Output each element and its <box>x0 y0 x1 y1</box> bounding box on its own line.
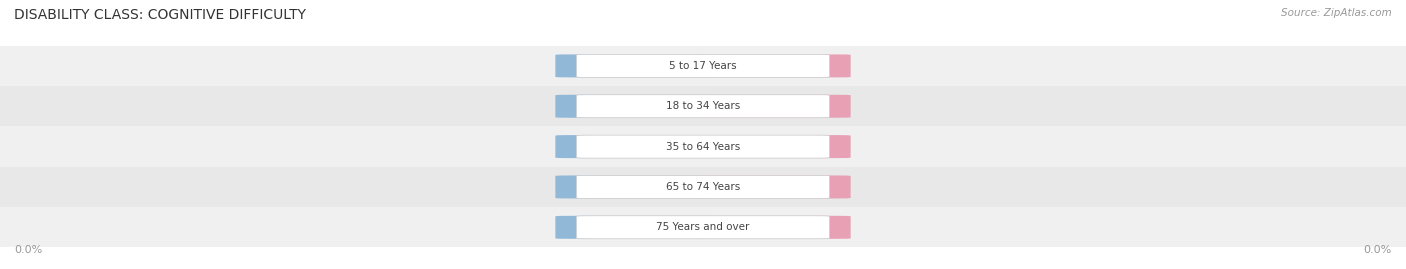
FancyBboxPatch shape <box>696 135 851 158</box>
Text: 75 Years and over: 75 Years and over <box>657 222 749 232</box>
Text: 0.0%: 0.0% <box>619 141 647 152</box>
FancyBboxPatch shape <box>576 54 830 77</box>
FancyBboxPatch shape <box>696 95 851 118</box>
Bar <box>0 167 1406 207</box>
Bar <box>0 46 1406 86</box>
FancyBboxPatch shape <box>696 54 851 77</box>
FancyBboxPatch shape <box>555 54 710 77</box>
Bar <box>0 207 1406 247</box>
FancyBboxPatch shape <box>555 175 710 199</box>
FancyBboxPatch shape <box>696 175 851 199</box>
Text: DISABILITY CLASS: COGNITIVE DIFFICULTY: DISABILITY CLASS: COGNITIVE DIFFICULTY <box>14 8 307 22</box>
Text: 0.0%: 0.0% <box>759 141 787 152</box>
Text: 0.0%: 0.0% <box>14 245 42 255</box>
Text: 0.0%: 0.0% <box>759 222 787 232</box>
Bar <box>0 86 1406 126</box>
FancyBboxPatch shape <box>576 216 830 239</box>
Text: 0.0%: 0.0% <box>619 182 647 192</box>
FancyBboxPatch shape <box>696 216 851 239</box>
Text: 0.0%: 0.0% <box>759 182 787 192</box>
FancyBboxPatch shape <box>576 95 830 118</box>
Text: 0.0%: 0.0% <box>759 61 787 71</box>
Text: 35 to 64 Years: 35 to 64 Years <box>666 141 740 152</box>
Text: 0.0%: 0.0% <box>759 101 787 111</box>
FancyBboxPatch shape <box>555 216 710 239</box>
Bar <box>0 126 1406 167</box>
Text: 5 to 17 Years: 5 to 17 Years <box>669 61 737 71</box>
Text: 18 to 34 Years: 18 to 34 Years <box>666 101 740 111</box>
Text: 65 to 74 Years: 65 to 74 Years <box>666 182 740 192</box>
FancyBboxPatch shape <box>555 95 710 118</box>
FancyBboxPatch shape <box>576 175 830 199</box>
Text: 0.0%: 0.0% <box>1364 245 1392 255</box>
Text: 0.0%: 0.0% <box>619 61 647 71</box>
FancyBboxPatch shape <box>576 135 830 158</box>
Text: 0.0%: 0.0% <box>619 222 647 232</box>
Text: Source: ZipAtlas.com: Source: ZipAtlas.com <box>1281 8 1392 18</box>
Text: 0.0%: 0.0% <box>619 101 647 111</box>
FancyBboxPatch shape <box>555 135 710 158</box>
